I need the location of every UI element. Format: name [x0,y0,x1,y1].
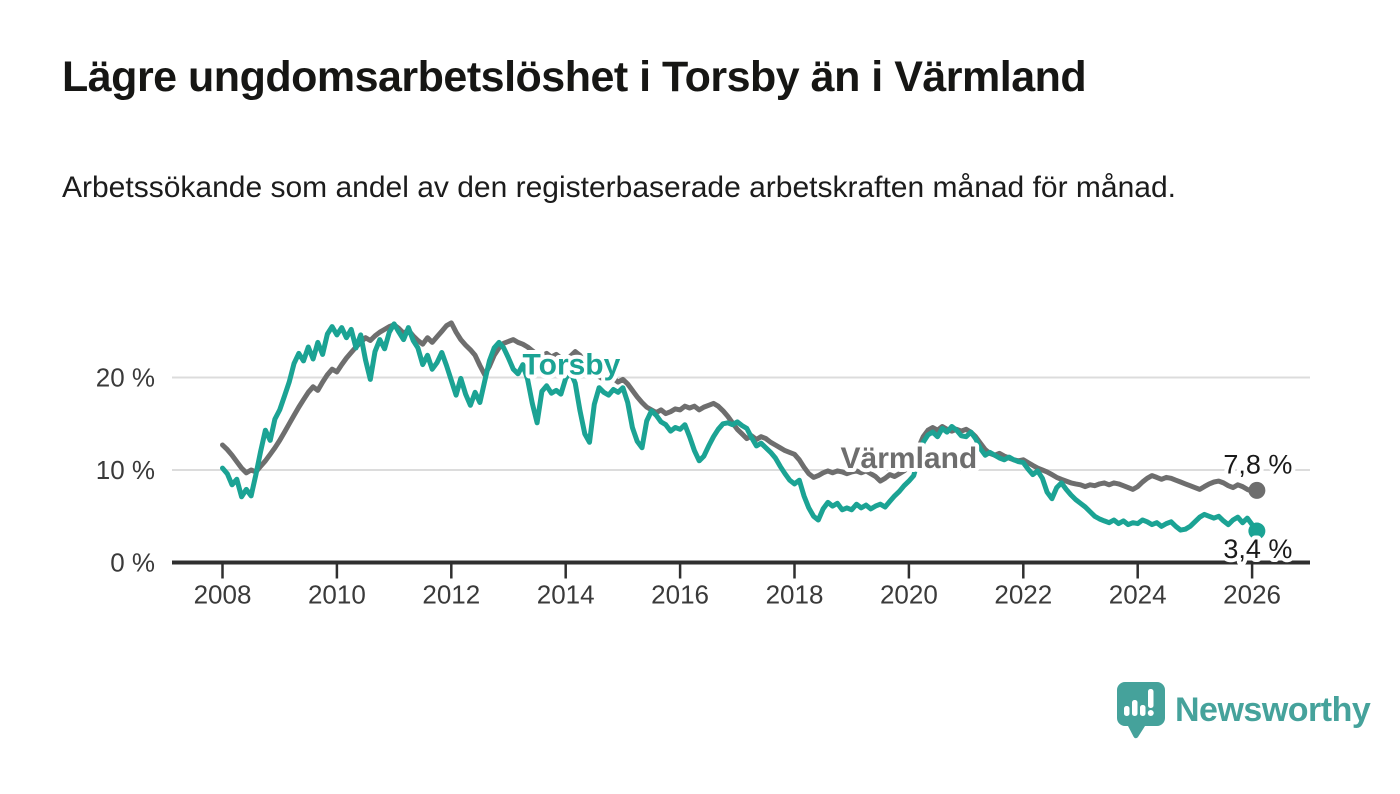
torsby-series-label: Torsby [523,349,621,382]
newsworthy-logo[interactable]: Newsworthy [1115,680,1371,740]
y-axis-tick-label: 20 % [96,363,155,393]
torsby-end-value-label: 3,4 % [1223,534,1292,564]
torsby-line [220,321,1260,534]
exclamation-bar [1148,689,1154,708]
bar-chart-glyph [1124,689,1154,716]
x-axis-tick-label: 2010 [308,580,366,610]
newsworthy-logo-icon [1117,682,1165,739]
exclamation-dot [1147,710,1154,716]
newsworthy-wordmark: Newsworthy [1175,690,1371,729]
x-axis-tick-label: 2012 [422,580,480,610]
chart-title: Lägre ungdomsarbetslöshet i Torsby än i … [62,53,1087,101]
x-axis-tick-label: 2022 [994,580,1052,610]
x-axis-tick-label: 2024 [1109,580,1167,610]
vrmland-end-value-label: 7,8 % [1223,449,1292,479]
torsby-end-dot [1248,522,1266,540]
y-axis-tick-label: 0 % [110,548,155,578]
x-axis-tick-label: 2016 [651,580,709,610]
chart-subtitle: Arbetssökande som andel av den registerb… [62,171,1176,204]
y-axis-tick-label: 10 % [96,455,155,485]
x-axis-tick-label: 2026 [1223,580,1281,610]
vrmland-series-label: Värmland [841,442,978,475]
x-axis-tick-label: 2020 [880,580,938,610]
x-axis-tick-label: 2008 [194,580,252,610]
vrmland-end-dot [1248,481,1266,499]
x-axis-tick-label: 2014 [537,580,595,610]
x-axis-tick-label: 2018 [766,580,824,610]
